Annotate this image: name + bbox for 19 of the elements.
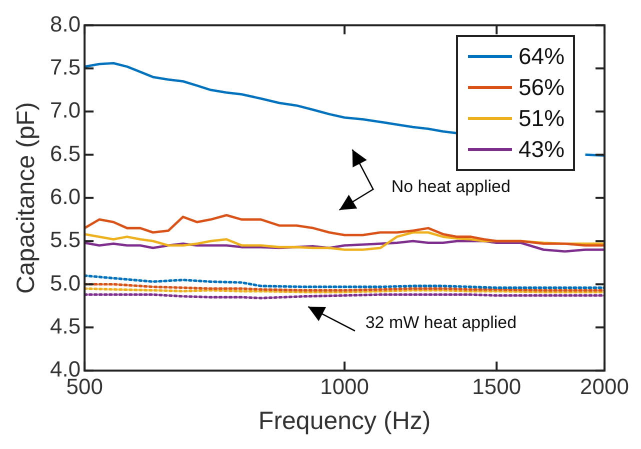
- y-tick-label: 6.0: [50, 184, 81, 209]
- y-tick-label: 5.5: [50, 227, 81, 252]
- y-tick-label: 4.5: [50, 313, 81, 338]
- annotation: 32 mW heat applied: [365, 312, 517, 333]
- y-tick-label: 6.5: [50, 140, 81, 166]
- legend-label: 64%: [518, 43, 565, 70]
- y-tick-label: 5.0: [50, 270, 81, 296]
- y-tick-label: 7.0: [50, 98, 81, 123]
- legend-label: 51%: [518, 105, 565, 132]
- x-axis-title: Frequency (Hz): [258, 406, 431, 435]
- x-tick-label: 1000: [320, 374, 370, 399]
- annotation: No heat applied: [391, 176, 510, 197]
- x-tick-label: 2000: [580, 374, 630, 399]
- legend-label: 56%: [518, 74, 565, 102]
- y-tick-label: 7.5: [50, 54, 81, 80]
- x-tick-label: 1500: [472, 374, 522, 399]
- y-tick-label: 8.0: [50, 11, 81, 36]
- legend-label: 43%: [518, 136, 565, 164]
- y-axis-title: Capacitance (pF): [12, 102, 40, 294]
